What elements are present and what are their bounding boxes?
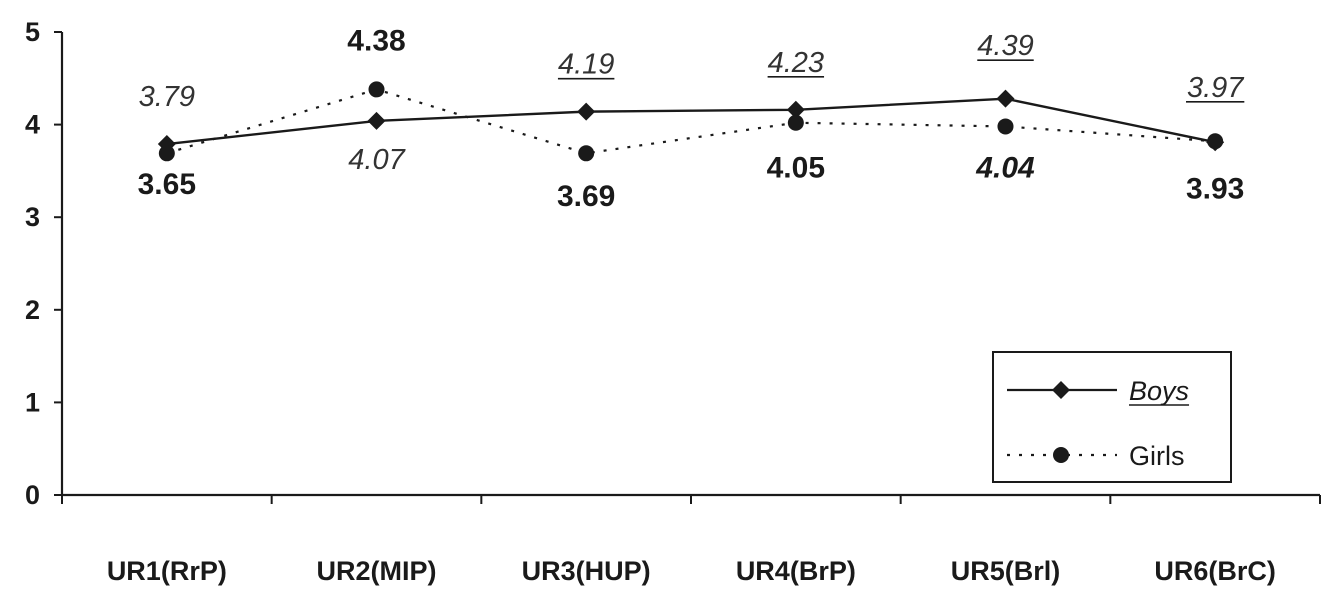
series-point-boys <box>577 102 596 121</box>
series-point-girls <box>1207 133 1224 150</box>
series-lines <box>157 81 1225 162</box>
y-tick-label: 4 <box>25 110 40 140</box>
data-label: 4.39 <box>977 30 1033 62</box>
x-category-label: UR1(RrP) <box>107 556 227 586</box>
legend-box <box>992 351 1232 483</box>
legend-marker-girls <box>1053 447 1069 463</box>
legend-label: Boys <box>1129 376 1189 406</box>
series-point-boys <box>367 111 386 130</box>
x-category-label: UR6(BrC) <box>1154 556 1276 586</box>
series-point-girls <box>997 118 1014 135</box>
y-tick-label: 5 <box>25 17 40 47</box>
series-line-girls <box>166 88 1216 155</box>
y-tick-label: 1 <box>25 387 40 417</box>
data-label: 4.23 <box>768 47 824 79</box>
y-tick-label: 0 <box>25 480 40 510</box>
x-category-label: UR5(Brl) <box>951 556 1061 586</box>
legend: Boys Girls <box>992 351 1232 483</box>
data-label: 4.19 <box>558 49 614 81</box>
data-label: 4.04 <box>975 151 1035 184</box>
data-label: 4.05 <box>767 151 825 184</box>
data-label: 3.93 <box>1186 173 1244 206</box>
series-point-boys <box>996 89 1015 108</box>
series-point-girls <box>368 81 385 98</box>
series-point-girls <box>578 145 595 162</box>
legend-label: Girls <box>1129 441 1185 471</box>
data-label: 3.97 <box>1187 72 1245 104</box>
axes: 0 1 2 3 4 5 UR1(RrP) UR2(MIP) UR3(HUP) UR4(BrP) UR… <box>25 17 1321 586</box>
x-category-label: UR4(BrP) <box>736 556 856 586</box>
data-label: 3.69 <box>557 180 615 213</box>
y-tick-label: 3 <box>25 202 40 232</box>
x-category-label: UR3(HUP) <box>522 556 651 586</box>
y-tick-label: 2 <box>25 295 40 325</box>
legend-marker-boys <box>1052 381 1070 399</box>
x-category-label: UR2(MIP) <box>317 556 437 586</box>
data-label: 3.79 <box>139 81 195 113</box>
data-labels: 3.79 3.65 4.38 4.07 4.19 3.69 4.23 4.05 4.39 4.04… <box>138 25 1246 214</box>
data-label: 4.38 <box>347 25 405 58</box>
series-point-boys <box>786 100 805 119</box>
series-point-girls <box>158 145 175 162</box>
series-line-boys <box>166 97 1216 146</box>
data-label: 4.07 <box>348 144 406 176</box>
series-point-girls <box>787 114 804 131</box>
data-label: 3.65 <box>138 168 196 201</box>
